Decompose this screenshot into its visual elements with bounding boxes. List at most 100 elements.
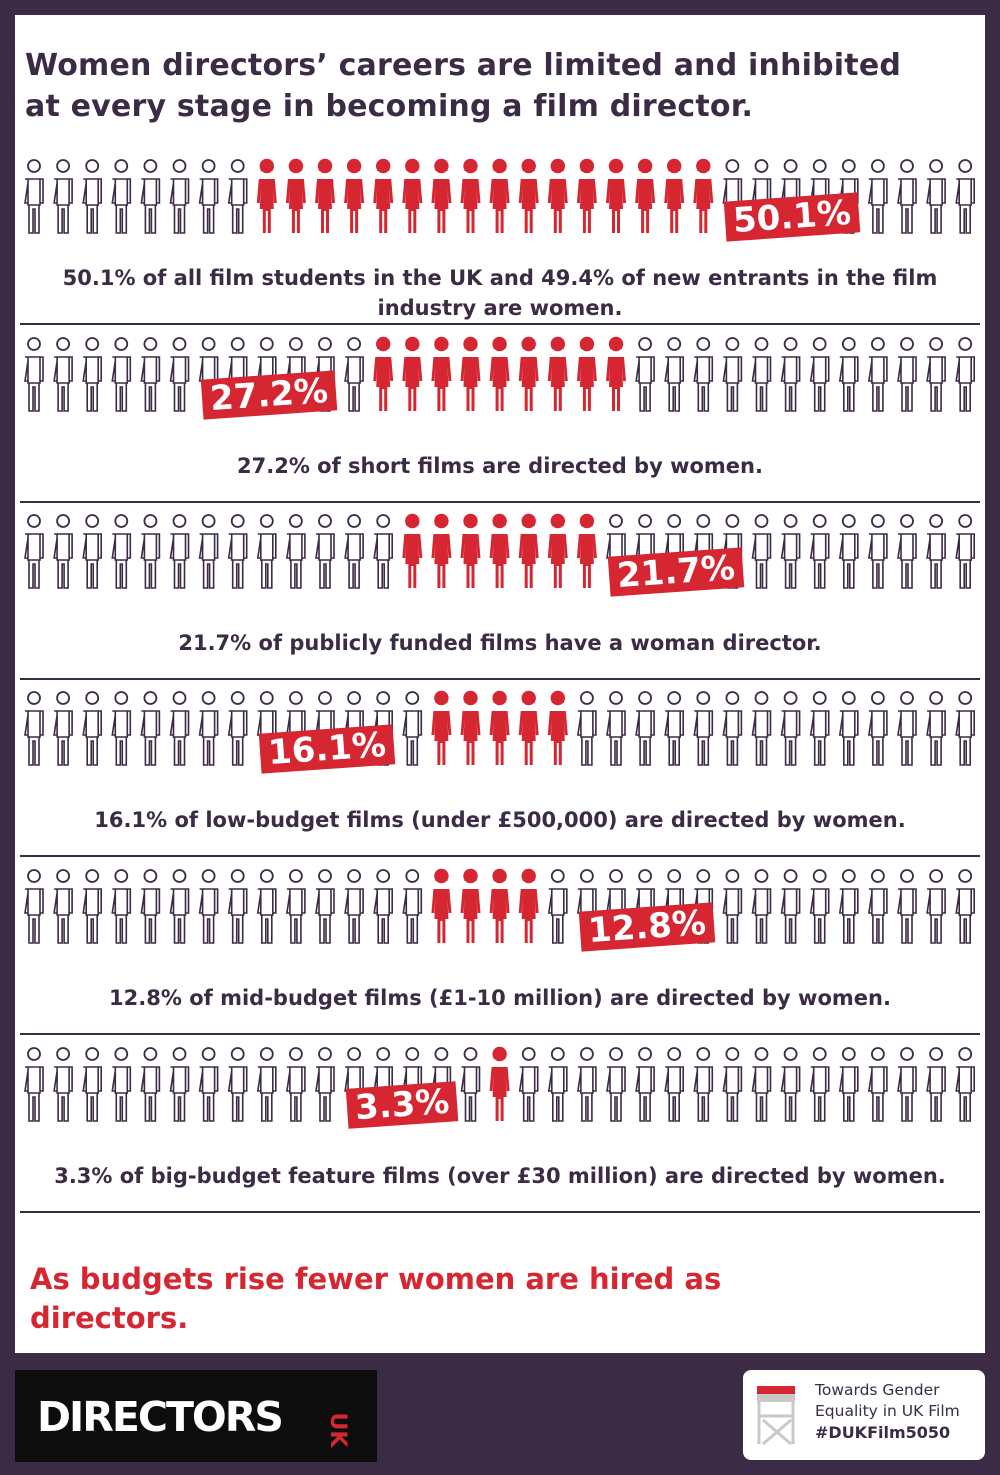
man-figure-icon [53,159,73,234]
man-figure-icon [227,159,248,234]
campaign-badge: Towards Gender Equality in UK Film #DUKF… [743,1370,985,1460]
statistic-caption: 50.1% of all film students in the UK and… [62,266,938,320]
man-figure-icon [722,337,743,412]
man-figure-icon [780,1047,801,1122]
man-figure-icon [198,1047,219,1122]
man-figure-icon [373,869,393,944]
man-figure-icon [111,869,132,944]
man-figure-icon [926,337,946,412]
man-figure-icon [955,869,975,944]
man-figure-icon [256,514,277,589]
man-figure-icon [140,514,161,589]
man-figure-icon [955,514,975,589]
man-figure-icon [809,1047,830,1122]
man-figure-icon [867,159,888,234]
man-figure-icon [140,337,161,412]
man-figure-icon [140,691,161,766]
man-figure-icon [140,159,161,234]
man-figure-icon [809,869,830,944]
statistic-row: 21.7% 21.7% of publicly funded films have… [15,510,985,682]
man-figure-icon [664,337,684,412]
woman-figure-icon [518,513,539,588]
man-figure-icon [53,869,73,944]
figures-graphic [24,513,975,589]
man-figure-icon [780,337,801,412]
man-figure-icon [111,1047,132,1122]
man-figure-icon [82,1047,102,1122]
man-figure-icon [169,337,190,412]
statistic-row: 16.1% 16.1% of low-budget films (under £5… [15,687,985,859]
woman-figure-icon [402,158,423,233]
man-figure-icon [897,869,917,944]
man-figure-icon [344,869,364,944]
woman-figure-icon [635,158,656,233]
row-divider [20,323,980,325]
campaign-text: Towards Gender Equality in UK Film #DUKF… [815,1380,980,1443]
director-chair-icon [757,1386,795,1446]
man-figure-icon [24,337,44,412]
row-divider [20,501,980,503]
man-figure-icon [838,869,859,944]
man-figure-icon [897,337,917,412]
man-figure-icon [547,869,568,944]
page-title: Women directors’ careers are limited and… [25,48,902,124]
man-figure-icon [256,869,277,944]
man-figure-icon [867,869,888,944]
woman-figure-icon [664,158,685,233]
man-figure-icon [897,514,917,589]
woman-figure-icon [518,158,539,233]
statistic-caption: 27.2% of short films are directed by wom… [237,454,763,478]
man-figure-icon [955,691,975,766]
man-figure-icon [606,691,626,766]
man-figure-icon [926,159,946,234]
woman-figure-icon [547,513,568,588]
woman-figure-icon [460,336,481,411]
campaign-line-1: Towards Gender [815,1381,940,1399]
man-figure-icon [82,337,102,412]
man-figure-icon [82,159,102,234]
woman-figure-icon [373,336,394,411]
people-figures: 12.8% [23,867,983,955]
man-figure-icon [169,514,190,589]
woman-figure-icon [489,336,510,411]
man-figure-icon [198,869,219,944]
woman-figure-icon [489,1046,510,1121]
man-figure-icon [169,1047,190,1122]
man-figure-icon [344,514,364,589]
man-figure-icon [838,1047,859,1122]
man-figure-icon [111,337,132,412]
man-figure-icon [518,1047,539,1122]
woman-figure-icon [256,158,277,233]
woman-figure-icon [489,513,510,588]
man-figure-icon [198,691,219,766]
man-figure-icon [926,869,946,944]
woman-figure-icon [547,158,568,233]
woman-figure-icon [606,158,626,233]
man-figure-icon [867,337,888,412]
man-figure-icon [664,1047,684,1122]
woman-figure-icon [518,690,539,765]
figures-graphic [24,1046,975,1122]
directors-uk-logo: DIRECTORS UK [15,1370,377,1462]
statistic-row: 27.2% 27.2% of short films are directed b… [15,333,985,505]
man-figure-icon [926,691,946,766]
woman-figure-icon [402,336,423,411]
woman-figure-icon [518,336,539,411]
woman-figure-icon [460,513,481,588]
statistic-caption: 16.1% of low-budget films (under £500,00… [94,808,906,832]
man-figure-icon [955,159,975,234]
man-figure-icon [809,691,830,766]
man-figure-icon [838,691,859,766]
woman-figure-icon [489,158,510,233]
man-figure-icon [926,514,946,589]
man-figure-icon [373,514,393,589]
woman-figure-icon [460,690,481,765]
man-figure-icon [926,1047,946,1122]
woman-figure-icon [402,513,423,588]
man-figure-icon [547,1047,568,1122]
man-figure-icon [53,337,73,412]
infographic-panel: Women directors’ careers are limited and… [15,15,985,1353]
man-figure-icon [867,1047,888,1122]
woman-figure-icon [431,336,452,411]
figures-graphic [24,868,975,944]
